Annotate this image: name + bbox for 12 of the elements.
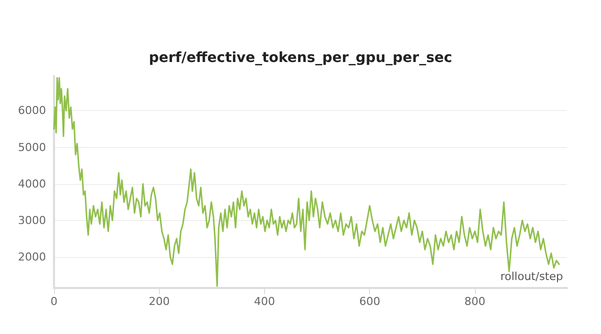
y-tick-label: 5000: [18, 140, 46, 154]
y-tick-label: 2000: [18, 250, 46, 264]
y-tick-label: 3000: [18, 214, 46, 227]
y-tick-label: 6000: [18, 104, 46, 118]
x-axis-title: rollout/step: [500, 270, 564, 283]
x-tick-label: 800: [464, 295, 486, 308]
x-tick-label: 0: [50, 295, 58, 308]
x-tick-label: 400: [254, 295, 275, 308]
x-tick-label: 200: [148, 295, 170, 308]
x-tick-label: 600: [359, 295, 380, 308]
chart-title: perf/effective_tokens_per_gpu_per_sec: [148, 50, 452, 66]
y-tick-label: 4000: [18, 177, 46, 190]
